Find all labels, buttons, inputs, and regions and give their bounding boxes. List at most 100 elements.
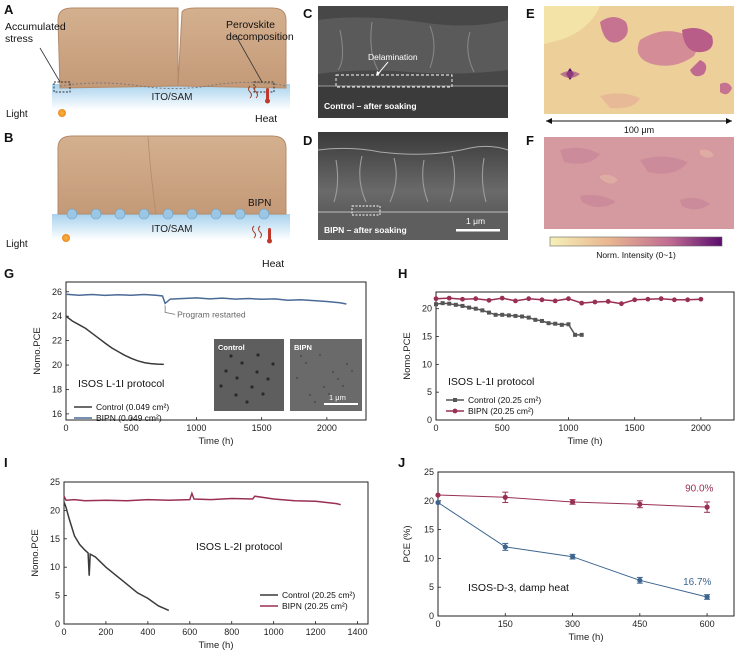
inset-texture-dot bbox=[229, 354, 233, 358]
panel-a: A Accumulated stress Perovskite decomposit… bbox=[4, 2, 294, 125]
inset-texture-dot bbox=[337, 378, 339, 380]
sun-icon-b bbox=[62, 234, 70, 242]
data-point bbox=[704, 504, 710, 510]
panel-letter-g: G bbox=[4, 266, 14, 281]
data-point bbox=[500, 312, 505, 317]
data-point bbox=[573, 332, 578, 337]
y-tick-label: 10 bbox=[50, 562, 60, 572]
data-point bbox=[473, 296, 479, 302]
x-tick-label: 1500 bbox=[252, 423, 272, 433]
inset-texture-dot bbox=[245, 400, 249, 404]
legend-label: Control (20.25 cm²) bbox=[468, 395, 541, 405]
data-point bbox=[704, 594, 710, 600]
data-point bbox=[446, 295, 452, 301]
x-tick-label: 1000 bbox=[264, 627, 284, 637]
y-tick-label: 5 bbox=[429, 582, 434, 592]
panel-e: E 100 μm bbox=[526, 6, 734, 135]
decomp-box-a bbox=[253, 81, 275, 93]
data-point bbox=[605, 299, 611, 304]
bipn-beads bbox=[66, 208, 270, 220]
heat-wave-icon-b bbox=[252, 225, 262, 239]
data-point bbox=[506, 313, 511, 318]
data-point bbox=[637, 577, 643, 583]
x-tick-label: 0 bbox=[433, 423, 438, 433]
panel-letter-i: I bbox=[4, 455, 8, 470]
y-tick-label: 0 bbox=[55, 619, 60, 629]
panel-b: B BIPN ITO/SAM Light Heat bbox=[4, 130, 290, 270]
panel-letter-d: D bbox=[303, 133, 312, 148]
data-point bbox=[440, 301, 445, 306]
plot-frame-i bbox=[63, 481, 369, 625]
x-tick-label: 1400 bbox=[348, 627, 368, 637]
data-point bbox=[632, 297, 638, 303]
y-tick-label: 20 bbox=[422, 304, 432, 314]
data-point bbox=[434, 302, 438, 307]
data-point bbox=[672, 297, 677, 303]
heat-wave-icon-a bbox=[248, 85, 258, 99]
y-tick-label: 5 bbox=[55, 591, 60, 601]
y-tick-label: 20 bbox=[50, 505, 60, 515]
inset-sem-control bbox=[214, 339, 284, 411]
data-point bbox=[526, 315, 531, 320]
protocol-label-h: ISOS L-1I protocol bbox=[448, 376, 534, 388]
data-point bbox=[513, 298, 518, 304]
light-label-a: Light bbox=[6, 109, 28, 120]
data-point bbox=[685, 297, 691, 303]
inset-texture-dot bbox=[240, 361, 244, 365]
scale-label-d: 1 μm bbox=[466, 216, 485, 226]
inset-texture-dot bbox=[342, 385, 344, 387]
x-tick-label: 400 bbox=[140, 627, 155, 637]
inset-texture-dot bbox=[271, 362, 275, 366]
x-tick-label: 2000 bbox=[317, 423, 337, 433]
data-point bbox=[447, 301, 452, 306]
data-point bbox=[637, 501, 643, 507]
y-tick-label: 15 bbox=[424, 525, 434, 535]
x-tick-label: 150 bbox=[498, 619, 513, 629]
inset-texture-dot bbox=[309, 394, 311, 396]
inset-texture-dot bbox=[296, 377, 298, 379]
x-tick-label: 300 bbox=[565, 619, 580, 629]
protocol-label-i: ISOS L-2I protocol bbox=[196, 541, 282, 553]
data-point bbox=[552, 298, 558, 304]
x-tick-label: 500 bbox=[495, 423, 510, 433]
stress-box-a bbox=[53, 81, 71, 93]
panel-letter-c: C bbox=[303, 6, 313, 21]
inset-texture-dot bbox=[305, 362, 307, 364]
protocol-label-j: ISOS-D-3, damp heat bbox=[468, 582, 569, 594]
inset-texture-dot bbox=[234, 393, 238, 397]
panel-letter-j: J bbox=[398, 455, 405, 470]
perovskite-grain-a2 bbox=[177, 7, 287, 89]
y-axis-title-i: Nomo.PCE bbox=[30, 529, 41, 577]
y-axis-title-j: PCE (%) bbox=[402, 526, 413, 563]
x-tick-label: 600 bbox=[700, 619, 715, 629]
delamination-box bbox=[335, 74, 453, 88]
panel-letter-e: E bbox=[526, 6, 535, 21]
inset-texture-dot bbox=[328, 393, 330, 395]
data-point bbox=[460, 303, 465, 308]
interface-box-d bbox=[351, 205, 381, 216]
data-point bbox=[480, 308, 485, 313]
perovskite-grain-a1 bbox=[57, 7, 179, 89]
data-point bbox=[698, 296, 704, 302]
data-point bbox=[533, 317, 538, 322]
data-point bbox=[520, 314, 525, 319]
x-tick-label: 2000 bbox=[691, 423, 711, 433]
x-tick-label: 600 bbox=[182, 627, 197, 637]
x-tick-label: 1000 bbox=[558, 423, 578, 433]
y-tick-label: 24 bbox=[52, 311, 62, 321]
data-point bbox=[453, 302, 458, 307]
thermometer-icon-b bbox=[268, 228, 271, 240]
chart-panel-g: G 0 500 1000 1500 2000 16 18 20 22 24 26 Time (h) Nom… bbox=[4, 266, 367, 447]
y-tick-label: 22 bbox=[52, 336, 62, 346]
thermometer-icon-a bbox=[266, 88, 269, 100]
annotation-program-restarted: Program restarted bbox=[177, 309, 246, 319]
data-point bbox=[645, 296, 651, 302]
data-point bbox=[566, 296, 571, 302]
plot-frame-g bbox=[65, 281, 367, 421]
data-point bbox=[539, 318, 544, 323]
data-point bbox=[566, 322, 571, 327]
data-point bbox=[579, 332, 584, 337]
series-line-h-1 bbox=[435, 302, 582, 336]
legend-marker bbox=[452, 408, 458, 414]
